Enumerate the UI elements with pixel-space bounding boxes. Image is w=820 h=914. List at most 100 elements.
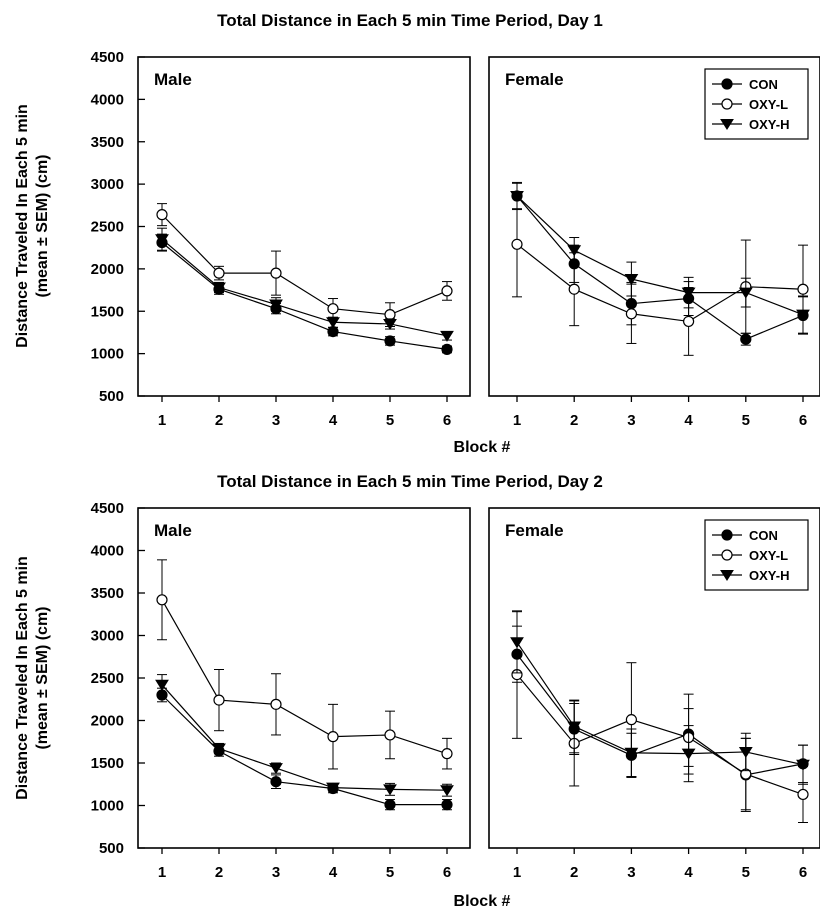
x-tick-label: 1	[158, 412, 166, 429]
data-point	[442, 344, 452, 354]
data-point	[441, 331, 453, 341]
series-line	[162, 695, 447, 805]
series-line	[517, 654, 803, 775]
x-tick-label: 4	[684, 412, 693, 429]
x-axis-title: Block #	[454, 893, 511, 910]
y-tick-label: 3000	[91, 176, 124, 193]
y-tick-label: 1500	[91, 303, 124, 320]
data-point	[328, 732, 338, 742]
y-tick-label: 500	[99, 840, 124, 857]
data-point	[328, 304, 338, 314]
data-point	[568, 246, 580, 256]
data-point	[512, 239, 522, 249]
y-tick-label: 4500	[91, 500, 124, 517]
y-tick-label: 3000	[91, 628, 124, 645]
data-point	[270, 764, 282, 774]
x-tick-label: 2	[570, 412, 578, 429]
panel-female: Female 1 2 3 4 5 6 CON OXY-L OXY-H	[489, 508, 820, 881]
x-tick-label: 3	[272, 412, 280, 429]
x-tick-label: 2	[215, 412, 223, 429]
y-axis-title-line1: Distance Traveled In Each 5 min	[14, 104, 31, 348]
series-oxy-h	[511, 182, 809, 333]
series-oxy-l	[512, 611, 808, 823]
y-axis-title: Distance Traveled In Each 5 min (mean ± S…	[14, 104, 51, 348]
series-con	[157, 234, 452, 354]
legend-marker	[722, 99, 732, 109]
y-tick-label: 4000	[91, 543, 124, 560]
panel-label: Female	[505, 70, 564, 89]
legend-label: OXY-L	[749, 97, 788, 112]
data-point	[214, 268, 224, 278]
series-oxy-l	[157, 560, 452, 769]
x-tick-label: 4	[684, 864, 693, 881]
x-tick-label: 6	[443, 412, 451, 429]
y-tick-label: 4000	[91, 91, 124, 108]
y-tick-label: 2000	[91, 713, 124, 730]
chart-title: Total Distance in Each 5 min Time Period…	[217, 11, 603, 30]
y-tick-label: 3500	[91, 585, 124, 602]
data-point	[385, 310, 395, 320]
series-con	[512, 626, 808, 811]
y-tick-label: 1000	[91, 346, 124, 363]
chart-title: Total Distance in Each 5 min Time Period…	[217, 472, 603, 491]
x-tick-label: 3	[627, 412, 635, 429]
data-point	[741, 334, 751, 344]
x-tick-label: 5	[742, 864, 750, 881]
data-point	[385, 800, 395, 810]
data-point	[214, 695, 224, 705]
series-oxy-h	[156, 228, 453, 341]
x-axis-title: Block #	[454, 439, 511, 456]
series-line	[162, 215, 447, 315]
panel-frame	[138, 508, 470, 848]
series-con	[512, 183, 808, 345]
data-point	[157, 595, 167, 605]
panel-male: Male 1 2 3 4 5 6	[138, 57, 470, 429]
x-tick-label: 5	[386, 412, 394, 429]
x-tick-label: 1	[513, 412, 521, 429]
y-tick-label: 1500	[91, 755, 124, 772]
y-axis-title: Distance Traveled In Each 5 min (mean ± S…	[14, 556, 51, 800]
x-tick-label: 1	[158, 864, 166, 881]
y-tick-label: 2000	[91, 261, 124, 278]
panel-female: Female 1 2 3 4 5 6 CON OXY-L OXY-H	[489, 57, 820, 429]
y-tick-label: 2500	[91, 219, 124, 236]
x-tick-label: 2	[215, 864, 223, 881]
panel-male: Male1 2 3 4 5 6	[138, 508, 470, 881]
chart-figure-1: Total Distance in Each 5 min Time Period…	[14, 11, 820, 456]
series-oxy-l	[157, 204, 452, 327]
data-point	[271, 268, 281, 278]
panel-label: Male	[154, 70, 192, 89]
legend: CON OXY-L OXY-H	[705, 69, 808, 139]
x-tick-label: 1	[513, 864, 521, 881]
x-tick-label: 4	[329, 412, 338, 429]
data-point	[442, 749, 452, 759]
data-point	[798, 284, 808, 294]
series-oxy-h	[511, 612, 809, 785]
y-tick-label: 2500	[91, 670, 124, 687]
legend-marker	[722, 79, 732, 89]
series-line	[517, 675, 803, 795]
y-axis-title-line2: (mean ± SEM) (cm)	[34, 154, 51, 297]
series-line	[517, 642, 803, 764]
series-line	[162, 239, 447, 336]
legend-marker	[722, 550, 732, 560]
panel-label: Male	[154, 521, 192, 540]
series-line	[517, 196, 803, 315]
x-tick-label: 5	[742, 412, 750, 429]
y-axis-title-line1: Distance Traveled In Each 5 min	[14, 556, 31, 800]
legend: CONOXY-LOXY-H	[705, 520, 808, 590]
y-tick-label: 500	[99, 388, 124, 405]
data-point	[626, 715, 636, 725]
x-tick-label: 6	[799, 412, 807, 429]
legend-label: CON	[749, 77, 778, 92]
data-point	[385, 336, 395, 346]
y-tick-label: 4500	[91, 49, 124, 66]
series-line	[517, 244, 803, 321]
x-tick-label: 6	[799, 864, 807, 881]
data-point	[157, 210, 167, 220]
legend-label: OXY-H	[749, 117, 789, 132]
data-point	[271, 699, 281, 709]
data-point	[442, 286, 452, 296]
data-point	[511, 638, 523, 648]
